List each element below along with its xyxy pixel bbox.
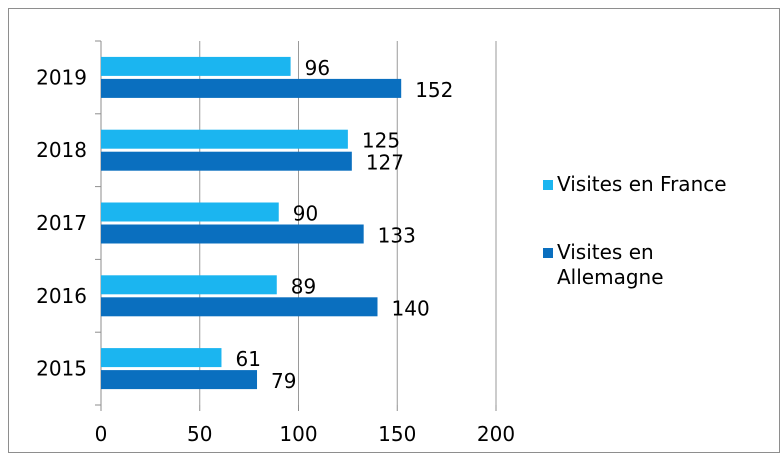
bar-2017-series-0 (101, 202, 279, 222)
category-labels: 2019 2018 2017 2016 2015 (36, 65, 87, 380)
legend-label-1-line-0: Visites en (557, 240, 654, 264)
value-label-2015-series-1: 79 (271, 369, 296, 393)
bar-2018-series-1 (101, 151, 352, 171)
bar-2018-series-0 (101, 129, 348, 149)
bar-2016-series-1 (101, 297, 378, 317)
x-tick-label-0: 0 (95, 422, 108, 446)
value-label-2016-series-1: 140 (392, 296, 430, 320)
category-label-2019: 2019 (36, 65, 87, 89)
value-label-2017-series-0: 90 (293, 202, 318, 226)
value-label-2017-series-1: 133 (378, 224, 416, 248)
bar-2019-series-0 (101, 56, 291, 76)
x-tick-labels: 0 50 100 150 200 (95, 422, 515, 446)
bar-2019-series-1 (101, 78, 402, 98)
bar-2017-series-1 (101, 224, 364, 244)
legend-swatch-0 (543, 180, 553, 190)
x-tick-label-200: 200 (477, 422, 515, 446)
category-label-2018: 2018 (36, 138, 87, 162)
bars (101, 56, 402, 390)
x-tick-label-150: 150 (378, 422, 416, 446)
value-label-2019-series-1: 152 (415, 78, 453, 102)
legend-swatch-1 (543, 248, 553, 258)
value-label-2015-series-0: 61 (235, 347, 260, 371)
value-label-2018-series-1: 127 (366, 151, 404, 175)
bar-2016-series-0 (101, 275, 277, 295)
category-label-2016: 2016 (36, 284, 87, 308)
x-tick-label-50: 50 (187, 422, 212, 446)
category-label-2017: 2017 (36, 211, 87, 235)
x-tick-label-100: 100 (279, 422, 317, 446)
value-label-2016-series-0: 89 (291, 274, 316, 298)
value-label-2019-series-0: 96 (305, 56, 330, 80)
value-label-2018-series-0: 125 (362, 129, 400, 153)
legend-label-0-line-0: Visites en France (557, 172, 727, 196)
axes (95, 40, 497, 411)
bar-2015-series-1 (101, 370, 258, 390)
chart-frame: 96 152 125 127 90 133 89 140 61 79 2019 2018 2017 20… (8, 8, 780, 453)
legend-label-1-line-1: Allemagne (557, 265, 664, 289)
bar-2015-series-0 (101, 348, 222, 368)
category-label-2015: 2015 (36, 357, 87, 381)
